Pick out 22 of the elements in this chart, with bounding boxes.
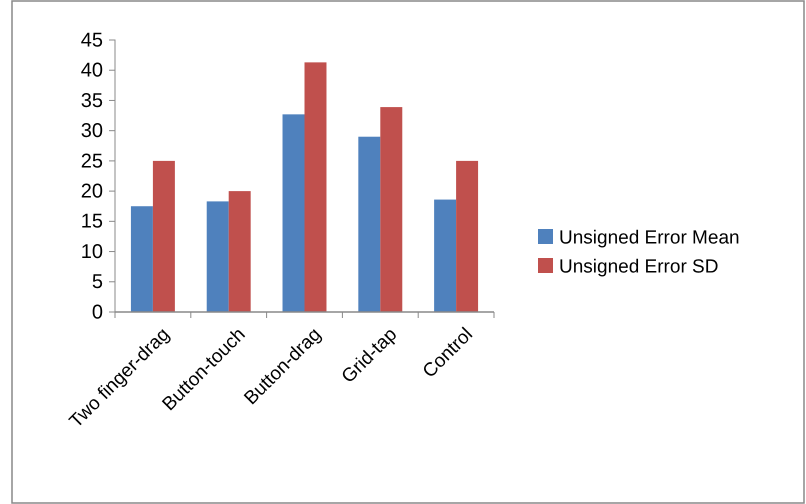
y-tick-label: 20: [80, 180, 103, 203]
y-tick-label: 35: [80, 90, 103, 112]
bar: [456, 160, 478, 312]
y-tick-label: 0: [92, 301, 103, 324]
y-tick-label: 5: [92, 271, 103, 294]
bar: [228, 191, 251, 312]
y-tick-label: 45: [80, 29, 103, 52]
bar: [206, 201, 229, 312]
bar: [358, 136, 380, 312]
y-tick-label: 30: [80, 120, 103, 142]
y-tick-label: 40: [80, 60, 103, 82]
legend-label: Unsigned Error SD: [559, 256, 718, 278]
y-tick-label: 15: [80, 210, 103, 233]
y-tick-label: 10: [80, 240, 103, 263]
bar: [434, 200, 456, 312]
bar: [130, 206, 153, 312]
bar: [380, 107, 402, 312]
y-tick-label: 25: [80, 150, 103, 172]
legend-label: Unsigned Error Mean: [559, 228, 740, 249]
bar: [282, 114, 304, 312]
bar: [304, 62, 326, 312]
bar: [152, 160, 175, 312]
